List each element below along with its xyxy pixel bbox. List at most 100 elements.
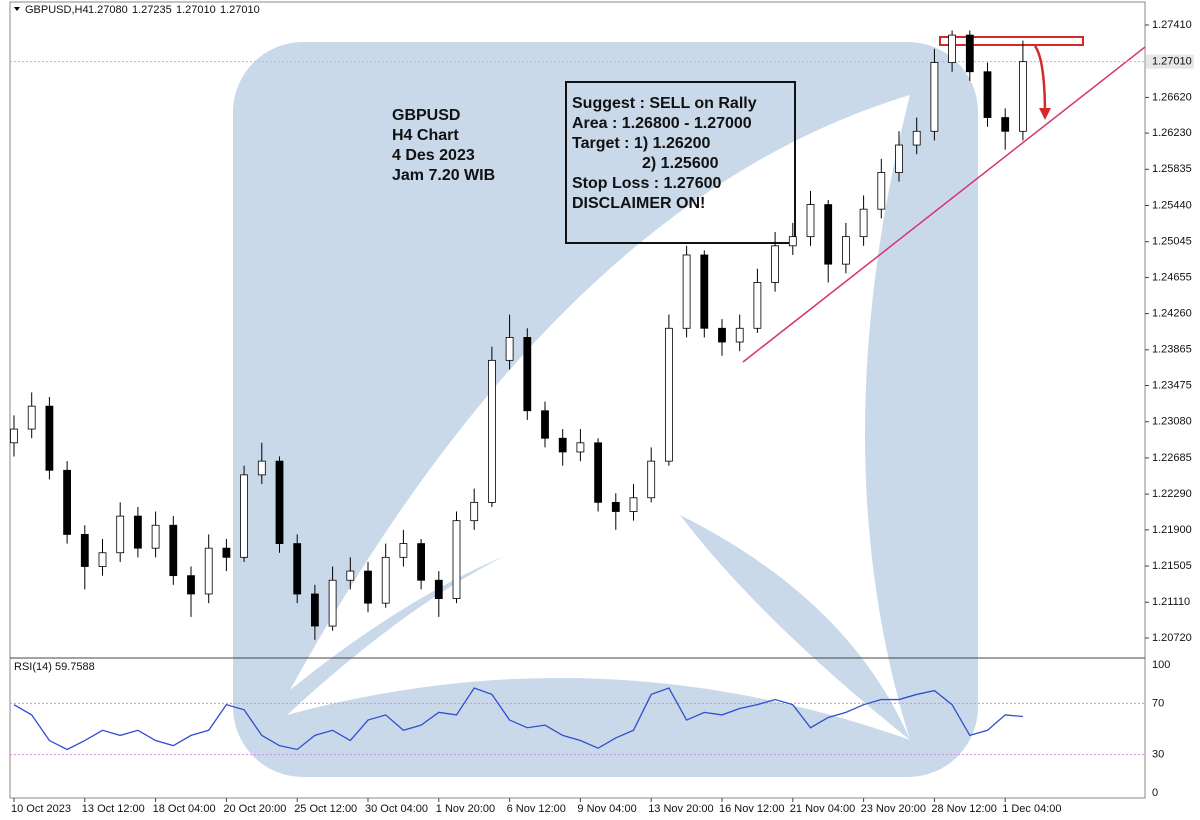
annotation-title: H4 Chart <box>392 127 459 144</box>
candle-body <box>771 245 779 283</box>
watermark-shape <box>287 514 910 740</box>
x-tick-label: 18 Oct 04:00 <box>153 803 216 815</box>
resistance-zone <box>939 36 1084 46</box>
candle-body <box>27 405 36 430</box>
candle-body <box>895 144 903 173</box>
header-value: 1.27010 <box>176 4 216 16</box>
arrow <box>1033 45 1047 116</box>
candle-body <box>912 130 921 146</box>
candle-body <box>948 34 956 63</box>
candle-body <box>505 337 514 361</box>
y-tick-label: 1.22685 <box>1152 452 1192 464</box>
y-tick-label: 1.24655 <box>1152 271 1192 283</box>
candle-body <box>470 501 479 522</box>
y-tick-label: 1.21900 <box>1152 524 1192 536</box>
y-tick-label: 1.26620 <box>1152 91 1192 103</box>
x-tick-label: 13 Nov 20:00 <box>648 803 713 815</box>
rsi-label: RSI(14) 59.7588 <box>14 661 95 673</box>
y-tick-label: 1.27410 <box>1152 19 1192 31</box>
rsi-line <box>13 687 1023 751</box>
watermark <box>233 42 978 777</box>
y-tick-label: 1.23475 <box>1152 379 1192 391</box>
candle-body <box>1001 117 1010 132</box>
candle-body <box>647 460 656 499</box>
watermark-shape <box>290 95 910 740</box>
candle-body <box>842 236 850 265</box>
candle-body <box>434 579 443 599</box>
candle-body <box>930 62 939 132</box>
candle-body <box>487 359 496 503</box>
y-tick-label: 1.25045 <box>1152 236 1192 248</box>
candle-body <box>452 520 461 599</box>
candle-body <box>611 501 620 512</box>
rsi-tick-label: 0 <box>1152 787 1158 799</box>
candle-body <box>275 460 284 544</box>
annotation-line: 2) 1.25600 <box>642 155 719 172</box>
annotation-line: DISCLAIMER ON! <box>572 195 705 212</box>
candle-body <box>877 172 886 210</box>
candle-body <box>169 524 178 577</box>
candle-body <box>187 575 195 595</box>
y-tick-label: 1.23080 <box>1152 416 1192 428</box>
x-tick-label: 23 Nov 20:00 <box>861 803 926 815</box>
candle-body <box>753 282 762 329</box>
candle-body <box>682 254 691 329</box>
candle-body <box>1019 61 1027 132</box>
candle-body <box>399 543 408 558</box>
x-tick-label: 10 Oct 2023 <box>11 803 71 815</box>
candle-body <box>965 34 974 73</box>
y-tick-label: 1.20720 <box>1152 632 1192 644</box>
candle-body <box>257 460 266 476</box>
y-tick-label: 1.26230 <box>1152 127 1192 139</box>
x-tick-label: 1 Dec 04:00 <box>1002 803 1061 815</box>
candle-body <box>151 524 160 549</box>
rsi-tick-label: 100 <box>1152 659 1170 671</box>
candle-body <box>541 410 549 439</box>
annotation-line: Area : 1.26800 - 1.27000 <box>572 115 752 132</box>
candle-body <box>222 547 231 558</box>
menu-icon[interactable] <box>14 7 20 11</box>
x-tick-label: 21 Nov 04:00 <box>790 803 855 815</box>
candle-body <box>665 327 673 462</box>
candle-body <box>240 474 249 558</box>
x-tick-label: 9 Nov 04:00 <box>577 803 636 815</box>
candle-body <box>523 337 532 412</box>
y-tick-label: 1.21505 <box>1152 560 1192 572</box>
annotation-title: Jam 7.20 WIB <box>392 167 495 184</box>
trend-line <box>742 46 1146 363</box>
header-value: 1.27235 <box>132 4 172 16</box>
candle-body <box>718 327 726 343</box>
candle-body <box>80 534 89 567</box>
candle-body <box>133 515 142 549</box>
x-tick-label: 28 Nov 12:00 <box>931 803 996 815</box>
x-tick-label: 6 Nov 12:00 <box>507 803 566 815</box>
rsi-tick-label: 70 <box>1152 697 1164 709</box>
candle-body <box>983 71 992 118</box>
y-tick-label: 1.24260 <box>1152 308 1192 320</box>
annotation-title: GBPUSD <box>392 107 460 124</box>
candle-body <box>116 515 125 554</box>
candle-body <box>576 442 585 453</box>
candle-body <box>328 579 337 627</box>
x-tick-label: 30 Oct 04:00 <box>365 803 428 815</box>
candle-body <box>629 497 638 512</box>
arrow-head <box>1039 108 1051 120</box>
candle-body <box>364 570 372 604</box>
rsi-tick-label: 30 <box>1152 749 1164 761</box>
x-tick-label: 1 Nov 20:00 <box>436 803 495 815</box>
candle-body <box>63 469 71 535</box>
y-tick-label: 1.21110 <box>1152 596 1190 608</box>
candle-body <box>788 236 797 247</box>
symbol: GBPUSD,H4 <box>25 4 89 16</box>
frame <box>9 1 1146 799</box>
candle-body <box>45 405 54 471</box>
annotation-title: 4 Des 2023 <box>392 147 475 164</box>
candle-body <box>700 254 709 329</box>
candle-body <box>859 208 868 238</box>
candle-body <box>293 543 302 595</box>
candle-body <box>310 593 319 627</box>
candle-body <box>558 437 567 453</box>
y-tick-label: 1.25835 <box>1152 163 1192 175</box>
